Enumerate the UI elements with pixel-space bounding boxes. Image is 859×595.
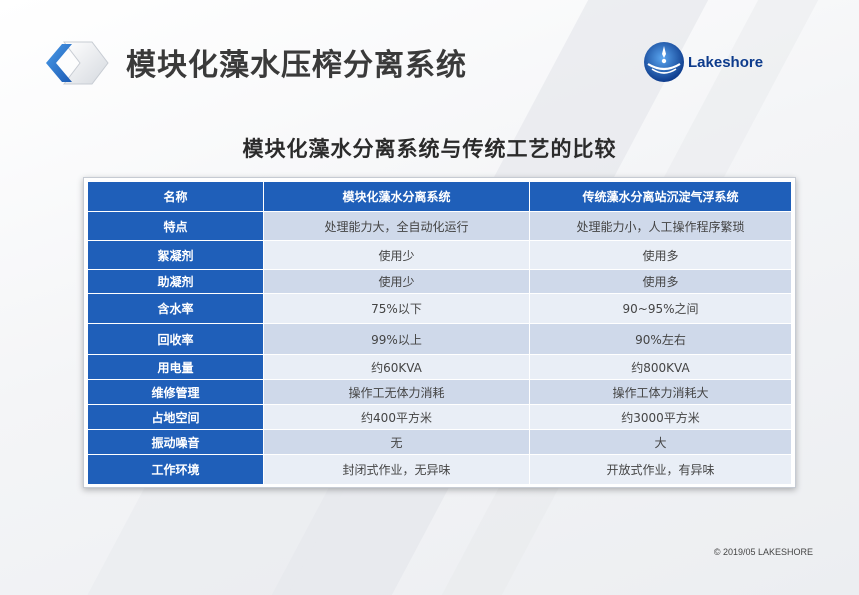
- table-row: 回收率 99%以上 90%左右: [87, 323, 792, 355]
- comparison-heading: 模块化藻水分离系统与传统工艺的比较: [242, 137, 617, 161]
- row-header-cell: 回收率: [87, 323, 264, 355]
- row-header-cell: 絮凝剂: [87, 240, 264, 270]
- table-row: 占地空间 约400平方米 约3000平方米: [87, 404, 792, 430]
- table-cell: 约3000平方米: [529, 404, 792, 430]
- table-cell: 操作工无体力消耗: [263, 379, 530, 405]
- row-header-cell: 含水率: [87, 293, 264, 324]
- table-cell: 开放式作业，有异味: [529, 454, 792, 485]
- row-header-cell: 占地空间: [87, 404, 264, 430]
- column-header: 传统藻水分离站沉淀气浮系统: [529, 181, 792, 212]
- table-row: 含水率 75%以下 90~95%之间: [87, 293, 792, 324]
- table-row: 特点 处理能力大，全自动化运行 处理能力小，人工操作程序繁琐: [87, 211, 792, 241]
- row-header-cell: 工作环境: [87, 454, 264, 485]
- row-header-cell: 维修管理: [87, 379, 264, 405]
- table-cell: 使用多: [529, 269, 792, 294]
- table-cell: 大: [529, 429, 792, 455]
- column-header: 名称: [87, 181, 264, 212]
- table-header-row: 名称 模块化藻水分离系统 传统藻水分离站沉淀气浮系统: [87, 181, 792, 212]
- comparison-table: 名称 模块化藻水分离系统 传统藻水分离站沉淀气浮系统 特点 处理能力大，全自动化运…: [83, 177, 796, 488]
- page-title: 模块化藻水压榨分离系统: [126, 48, 467, 83]
- table-cell: 处理能力小，人工操作程序繁琐: [529, 211, 792, 241]
- table-cell: 90~95%之间: [529, 293, 792, 324]
- table-cell: 无: [263, 429, 530, 455]
- brand-name: Lakeshore: [688, 53, 764, 71]
- table-cell: 99%以上: [263, 323, 530, 355]
- table-cell: 约800KVA: [529, 354, 792, 380]
- table-cell: 75%以下: [263, 293, 530, 324]
- row-header-cell: 振动噪音: [87, 429, 264, 455]
- table-cell: 处理能力大，全自动化运行: [263, 211, 530, 241]
- table-cell: 约400平方米: [263, 404, 530, 430]
- table-row: 工作环境 封闭式作业，无异味 开放式作业，有异味: [87, 454, 792, 485]
- table-cell: 封闭式作业，无异味: [263, 454, 530, 485]
- row-header-cell: 助凝剂: [87, 269, 264, 294]
- chevron-badge-icon: [42, 36, 114, 90]
- row-header-cell: 特点: [87, 211, 264, 241]
- table-cell: 操作工体力消耗大: [529, 379, 792, 405]
- table-cell: 使用多: [529, 240, 792, 270]
- brand-logo: Lakeshore: [642, 40, 763, 84]
- table-row: 絮凝剂 使用少 使用多: [87, 240, 792, 270]
- row-header-cell: 用电量: [87, 354, 264, 380]
- table-row: 振动噪音无大: [87, 429, 792, 455]
- copyright: © 2019/05 LAKESHORE: [713, 547, 813, 557]
- table-cell: 使用少: [263, 240, 530, 270]
- table-row: 助凝剂 使用少 使用多: [87, 269, 792, 294]
- table-cell: 使用少: [263, 269, 530, 294]
- table-row: 维修管理 操作工无体力消耗 操作工体力消耗大: [87, 379, 792, 405]
- table-cell: 90%左右: [529, 323, 792, 355]
- column-header: 模块化藻水分离系统: [263, 181, 530, 212]
- table-row: 用电量 约60KVA 约800KVA: [87, 354, 792, 380]
- lakeshore-logo-icon: [644, 42, 684, 82]
- table-cell: 约60KVA: [263, 354, 530, 380]
